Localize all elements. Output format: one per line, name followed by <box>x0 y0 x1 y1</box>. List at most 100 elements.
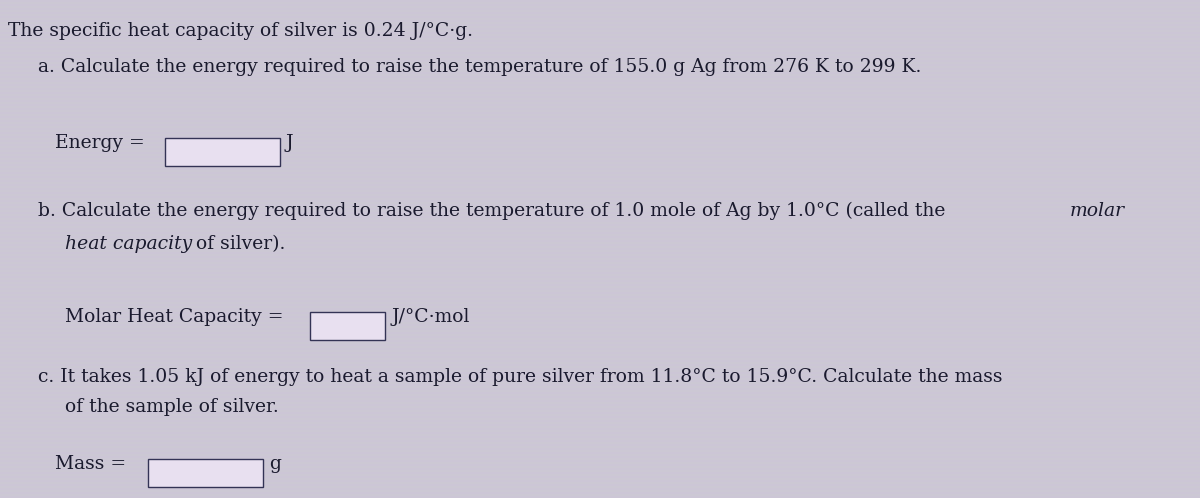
Bar <box>0 340 1200 342</box>
Bar <box>0 192 1200 194</box>
Bar <box>0 416 1200 418</box>
Bar <box>0 84 1200 86</box>
Bar <box>0 0 1200 2</box>
Bar <box>0 492 1200 494</box>
Bar <box>0 152 1200 154</box>
Bar <box>0 148 1200 150</box>
Bar <box>0 352 1200 354</box>
Bar <box>0 368 1200 370</box>
Bar <box>0 400 1200 402</box>
Bar <box>0 80 1200 82</box>
Bar <box>0 52 1200 54</box>
Bar <box>0 204 1200 206</box>
Bar <box>0 180 1200 182</box>
Bar <box>0 72 1200 74</box>
Bar <box>0 480 1200 482</box>
Bar <box>0 428 1200 430</box>
Bar <box>0 128 1200 130</box>
Bar <box>0 64 1200 66</box>
Text: J: J <box>286 134 294 152</box>
Bar <box>0 336 1200 338</box>
Bar <box>0 376 1200 378</box>
Bar <box>0 292 1200 294</box>
Bar <box>0 288 1200 290</box>
Bar <box>0 28 1200 30</box>
Bar <box>0 220 1200 222</box>
Bar <box>0 188 1200 190</box>
Bar <box>0 372 1200 374</box>
Text: The specific heat capacity of silver is 0.24 J/°C·g.: The specific heat capacity of silver is … <box>8 22 473 40</box>
Bar <box>0 316 1200 318</box>
Bar <box>0 452 1200 454</box>
Bar <box>0 232 1200 234</box>
Bar <box>0 172 1200 174</box>
Bar <box>0 404 1200 406</box>
Bar <box>0 56 1200 58</box>
Bar <box>0 208 1200 210</box>
Bar <box>0 200 1200 202</box>
Bar <box>0 456 1200 458</box>
Bar <box>0 304 1200 306</box>
FancyBboxPatch shape <box>148 459 263 487</box>
Text: heat capacity: heat capacity <box>65 235 192 253</box>
Bar <box>0 496 1200 498</box>
Bar <box>0 424 1200 426</box>
FancyBboxPatch shape <box>166 138 280 166</box>
Text: Molar Heat Capacity =: Molar Heat Capacity = <box>65 308 289 326</box>
Bar <box>0 252 1200 254</box>
Text: g: g <box>269 455 281 473</box>
Bar <box>0 68 1200 70</box>
Bar <box>0 460 1200 462</box>
Bar <box>0 212 1200 214</box>
Bar <box>0 380 1200 382</box>
Bar <box>0 364 1200 366</box>
Bar <box>0 224 1200 226</box>
Bar <box>0 464 1200 466</box>
Bar <box>0 280 1200 282</box>
Bar <box>0 484 1200 486</box>
Bar <box>0 312 1200 314</box>
Bar <box>0 264 1200 266</box>
Bar <box>0 432 1200 434</box>
Bar <box>0 472 1200 474</box>
Bar <box>0 120 1200 122</box>
Bar <box>0 24 1200 26</box>
Bar <box>0 136 1200 138</box>
Bar <box>0 228 1200 230</box>
Bar <box>0 444 1200 446</box>
Bar <box>0 196 1200 198</box>
Bar <box>0 468 1200 470</box>
Bar <box>0 396 1200 398</box>
Bar <box>0 32 1200 34</box>
Bar <box>0 488 1200 490</box>
Bar <box>0 132 1200 134</box>
Bar <box>0 36 1200 38</box>
Bar <box>0 324 1200 326</box>
Bar <box>0 40 1200 42</box>
Bar <box>0 184 1200 186</box>
Bar <box>0 140 1200 142</box>
Bar <box>0 156 1200 158</box>
Bar <box>0 44 1200 46</box>
Bar <box>0 92 1200 94</box>
Bar <box>0 96 1200 98</box>
Bar <box>0 392 1200 394</box>
Bar <box>0 88 1200 90</box>
Bar <box>0 260 1200 262</box>
Bar <box>0 240 1200 242</box>
Bar <box>0 16 1200 18</box>
Bar <box>0 360 1200 362</box>
Bar <box>0 412 1200 414</box>
Bar <box>0 248 1200 250</box>
Bar <box>0 168 1200 170</box>
Bar <box>0 436 1200 438</box>
Bar <box>0 236 1200 238</box>
Bar <box>0 408 1200 410</box>
Text: molar: molar <box>1070 202 1126 220</box>
Bar <box>0 420 1200 422</box>
Bar <box>0 76 1200 78</box>
Bar <box>0 100 1200 102</box>
Bar <box>0 48 1200 50</box>
Bar <box>0 284 1200 286</box>
Text: Energy =: Energy = <box>55 134 151 152</box>
